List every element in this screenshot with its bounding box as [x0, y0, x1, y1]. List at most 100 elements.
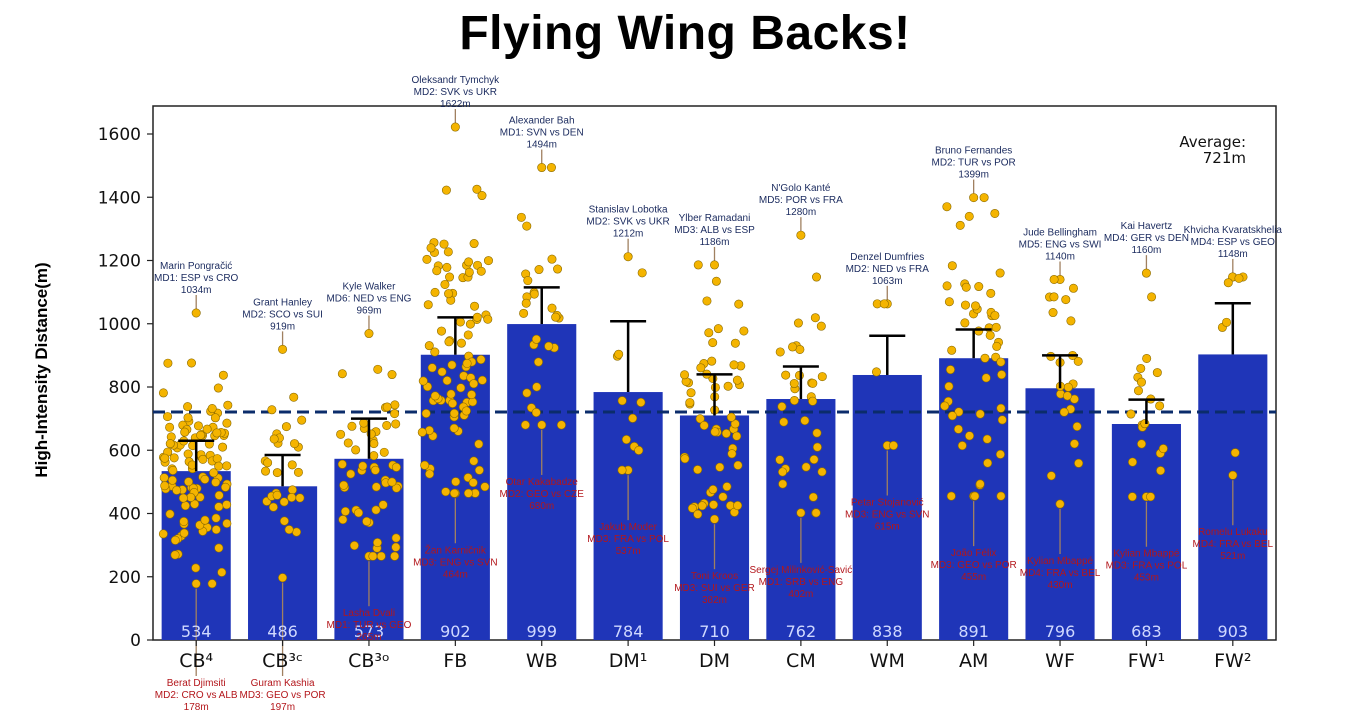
data-point [1046, 471, 1056, 481]
data-point [432, 266, 442, 276]
data-point [1223, 278, 1233, 288]
data-point [1133, 386, 1143, 396]
data-point [167, 475, 177, 485]
max-annotation-text: MD1: ESP vs CRO [154, 273, 238, 284]
data-point [980, 353, 990, 363]
data-point [468, 478, 478, 488]
average-label: 721m [1203, 149, 1246, 167]
data-point [427, 363, 437, 373]
data-point [200, 515, 210, 525]
data-point [349, 541, 359, 551]
data-point [178, 493, 188, 503]
data-point [391, 483, 401, 493]
data-point [775, 347, 785, 357]
data-point [382, 402, 392, 412]
min-annotation-text: MD3: ENG vs SVN [845, 510, 929, 521]
data-point [441, 185, 451, 195]
min-annotation-text: Otar Kakabadze [506, 477, 579, 488]
max-annotation-text: Kyle Walker [342, 282, 396, 293]
data-point [160, 453, 170, 463]
min-annotation-text: Toni Kroos [691, 571, 738, 582]
data-point [476, 355, 486, 365]
min-annotation-text: Jakub Moder [599, 522, 657, 533]
data-point [287, 460, 297, 470]
data-point [788, 342, 798, 352]
data-point [812, 428, 822, 438]
data-point [982, 434, 992, 444]
data-point [382, 420, 392, 430]
x-tick-label: FW¹ [1128, 650, 1165, 672]
data-point [1049, 292, 1059, 302]
min-annotation-text: MD1: SRB vs ENG [759, 577, 844, 588]
x-tick-label: DM [699, 650, 730, 672]
min-annotation-text: Guram Kashia [251, 678, 315, 689]
data-point [180, 501, 190, 511]
data-point [212, 454, 222, 464]
data-point [455, 317, 465, 327]
max-annotation-text: Alexander Bah [509, 116, 575, 127]
data-point [709, 260, 719, 270]
x-tick-label: FB [443, 650, 467, 672]
x-tick-label: WB [526, 650, 558, 672]
data-point [1136, 363, 1146, 373]
data-point [964, 211, 974, 221]
max-annotation-text: MD1: SVN vs DEN [500, 128, 584, 139]
data-point [165, 439, 175, 449]
data-point [170, 535, 180, 545]
data-point [442, 376, 452, 386]
data-point [179, 528, 189, 538]
max-annotation-text: 1399m [958, 170, 989, 181]
data-point [947, 261, 957, 271]
data-point [1142, 353, 1152, 363]
min-annotation-text: 464m [443, 569, 468, 580]
data-point [180, 427, 190, 437]
bar-value-label: 683 [1131, 622, 1162, 641]
x-tick-label: CB⁴ [179, 650, 213, 672]
data-point [376, 551, 386, 561]
min-annotation-text: Petar Stojanović [851, 498, 924, 509]
data-point [888, 441, 898, 451]
max-annotation-text: Oleksandr Tymchyk [412, 75, 501, 86]
data-point [1156, 466, 1166, 476]
data-point [437, 367, 447, 377]
data-point [281, 422, 291, 432]
data-point [808, 396, 818, 406]
max-annotation-text: MD4: ESP vs GEO [1191, 237, 1276, 248]
min-annotation-text: MD3: ENG vs SVN [413, 557, 497, 568]
data-point [1137, 439, 1147, 449]
data-point [441, 487, 451, 497]
data-point [476, 266, 486, 276]
data-point [520, 420, 530, 430]
data-point [210, 413, 220, 423]
min-annotation-text: MD3: GEO vs POR [240, 690, 326, 701]
data-point [617, 465, 627, 475]
y-tick-label: 1000 [98, 315, 141, 335]
data-point [715, 462, 725, 472]
bar-value-label: 486 [267, 622, 298, 641]
data-point [991, 322, 1001, 332]
min-annotation-text: MD3: GEO vs POR [931, 560, 1017, 571]
data-point [391, 419, 401, 429]
min-annotation-text: Romelu Lukaku [1198, 527, 1267, 538]
data-point [546, 163, 556, 173]
data-point [222, 461, 232, 471]
data-point [522, 388, 532, 398]
max-annotation-text: 1140m [1045, 251, 1075, 262]
data-point [634, 445, 644, 455]
data-point [519, 308, 529, 318]
data-point [1059, 407, 1069, 417]
data-point [369, 451, 379, 461]
data-point [371, 482, 381, 492]
data-point [996, 403, 1006, 413]
data-point [212, 428, 222, 438]
data-point [1141, 268, 1151, 278]
data-point [961, 282, 971, 292]
data-point [696, 363, 706, 373]
data-point [200, 474, 210, 484]
data-point [287, 485, 297, 495]
min-annotation-text: 430m [1048, 580, 1073, 591]
min-annotation-text: Kylian Mbappé [1027, 556, 1094, 567]
data-point [970, 301, 980, 311]
data-point [1234, 273, 1244, 283]
data-point [456, 383, 466, 393]
